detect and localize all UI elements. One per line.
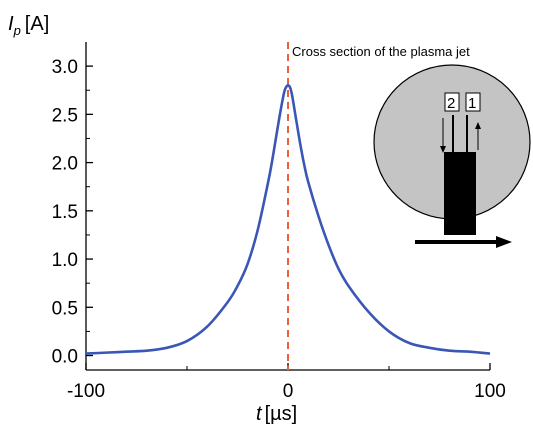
series-layer	[85, 84, 491, 355]
series-line-current	[85, 84, 491, 355]
y-axis-subscript: p	[13, 23, 21, 38]
y-axis-unit: [A]	[25, 13, 49, 35]
probe-label-1: 1	[468, 95, 476, 112]
x-tick-label: 100	[474, 381, 506, 402]
y-tick-label: 0.0	[52, 347, 78, 368]
inset-cross-section: Cross section of the plasma jet 2 1	[292, 44, 531, 248]
x-tick-label: 0	[283, 381, 294, 402]
x-tick-label: -100	[67, 381, 105, 402]
tick-labels-layer: 0.0 0.5 1.0 1.5 2.0 2.5 3.0 -100 0 100	[52, 57, 506, 402]
current-arrow-up-head	[475, 122, 481, 129]
inset-caption: Cross section of the plasma jet	[292, 44, 470, 59]
y-axis-title: Ip [A]	[8, 13, 49, 38]
x-axis-symbol: t	[256, 403, 263, 425]
probe-label-box-2	[444, 92, 460, 112]
y-tick-label: 1.5	[52, 202, 78, 223]
probe-holder	[444, 152, 476, 235]
y-tick-label: 3.0	[52, 57, 78, 78]
y-tick-label: 2.5	[52, 105, 78, 126]
x-axis-title: t [µs]	[256, 403, 297, 425]
y-tick-label: 0.5	[52, 298, 78, 319]
motion-arrow-head	[496, 236, 512, 248]
y-tick-label: 1.0	[52, 250, 78, 271]
axes-layer	[85, 42, 491, 371]
probe-label-2: 2	[447, 95, 455, 112]
current-arrow-down-head	[440, 146, 446, 153]
y-axis-symbol: I	[8, 13, 14, 35]
y-tick-label: 2.0	[52, 154, 78, 175]
x-axis-unit: [µs]	[265, 403, 298, 425]
probe-label-box-1	[465, 92, 481, 112]
